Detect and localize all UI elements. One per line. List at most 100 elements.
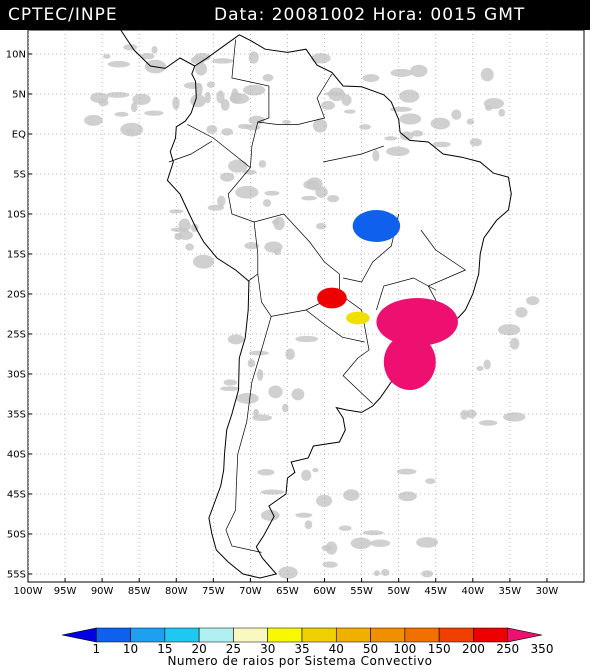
south-america-coastline: [166, 34, 512, 579]
cloud-patch: [483, 97, 505, 110]
cloud-patch: [369, 539, 391, 547]
cloud-patch: [386, 146, 410, 157]
cloud-patch: [311, 53, 331, 64]
lat-label: 20S: [7, 290, 26, 301]
cloud-patch: [421, 570, 434, 578]
lat-label: 30S: [7, 370, 26, 381]
lon-label: 80W: [165, 586, 188, 597]
cloud-patch: [247, 358, 256, 368]
cloud-patch: [400, 131, 414, 141]
cloud-patch: [103, 54, 111, 59]
latitude-labels: 10N 5N EQ 5S 10S 15S 20S 25S 30S 35S 40S 45S 50S 55S: [6, 50, 32, 581]
colorbar-swatch: [95, 627, 131, 643]
cloud-patch: [227, 334, 245, 345]
cloud-patch: [322, 561, 338, 568]
cloud-patch: [430, 117, 451, 130]
cloud-patch: [479, 420, 498, 426]
cloud-patch: [312, 118, 328, 133]
cloud-patch: [253, 408, 260, 418]
cloud-patch: [466, 118, 475, 125]
convective-system: [346, 311, 370, 325]
lat-label: 50S: [7, 530, 26, 541]
cloud-patch: [212, 58, 234, 64]
lat-label: 40S: [7, 450, 26, 461]
colorbar-swatch: [473, 627, 509, 643]
lat-label: 15S: [7, 250, 26, 261]
cloud-patch: [264, 190, 280, 196]
title-source: CPTEC/INPE: [8, 5, 118, 25]
colorbar-swatch: [370, 627, 406, 643]
cloud-patch: [248, 51, 259, 64]
border-line: [420, 229, 467, 315]
lat-label: 35S: [7, 410, 26, 421]
colorbar-swatch: [267, 627, 303, 643]
cloud-patch: [194, 52, 211, 62]
cloud-patch: [236, 392, 259, 404]
lon-label: 50W: [387, 586, 410, 597]
colorbar-label: 35: [294, 642, 309, 656]
cloud-patch: [220, 172, 235, 182]
cloud-patch: [228, 159, 248, 173]
colorbar-swatch: [335, 627, 371, 643]
cloud-patch: [220, 386, 240, 392]
colorbar-swatch: [404, 627, 440, 643]
lon-label: 40W: [461, 586, 484, 597]
colorbar-swatches: [61, 627, 543, 643]
lon-label: 85W: [128, 586, 151, 597]
cloud-patch: [359, 124, 371, 130]
cloud-patch: [362, 530, 384, 536]
lat-label: 5N: [12, 90, 26, 101]
cloud-patch: [114, 111, 129, 117]
cloud-patch: [515, 307, 528, 318]
colorbar-label: 40: [329, 642, 344, 656]
lon-label: 45W: [424, 586, 447, 597]
cloud-patch: [131, 102, 138, 113]
convective-system: [352, 210, 401, 242]
cloud-patch: [220, 99, 230, 111]
colorbar-swatch: [301, 627, 337, 643]
cloud-patch: [327, 194, 340, 203]
cloud-patch: [235, 185, 259, 199]
cloud-patch: [343, 109, 356, 114]
cloud-patch: [183, 82, 203, 89]
cloud-patch: [273, 216, 285, 231]
cloud-patch: [132, 93, 151, 106]
cloud-patch: [315, 222, 327, 230]
border-line: [376, 277, 436, 311]
lat-label: 5S: [13, 170, 26, 181]
cloud-patch: [372, 149, 380, 162]
map-frame: [27, 29, 585, 583]
cloud-patch: [384, 136, 398, 141]
cloud-patch: [242, 169, 257, 175]
cloud-patch: [257, 368, 264, 381]
cloud-patch: [140, 53, 155, 60]
cloud-patch: [312, 468, 319, 473]
cloud-patch: [465, 409, 477, 419]
cloud-patch: [278, 566, 298, 580]
colorbar-label: 350: [531, 642, 554, 656]
cloud-patch: [295, 512, 313, 518]
cloud-patch: [244, 242, 260, 250]
cloud-patch: [321, 545, 332, 551]
lon-label: 70W: [239, 586, 262, 597]
cloud-patch: [190, 94, 206, 108]
cloud-patch: [338, 525, 352, 531]
lon-label: 30W: [536, 586, 559, 597]
cloud-patch: [260, 489, 285, 495]
cloud-patch: [316, 494, 333, 507]
border-line: [247, 221, 259, 282]
lat-label: EQ: [12, 130, 26, 141]
cloud-patch: [285, 348, 295, 360]
border-line: [305, 309, 365, 343]
cloud-patch: [207, 204, 224, 211]
colorbar-label: 1: [92, 642, 100, 656]
colorbar-label: 100: [393, 642, 416, 656]
cloud-patch: [291, 388, 305, 401]
cloud-patch: [217, 195, 226, 207]
colorbar-label: 50: [363, 642, 378, 656]
border-line: [231, 39, 270, 123]
graticule: [28, 30, 584, 582]
lon-label: 65W: [276, 586, 299, 597]
cloud-patch: [398, 491, 417, 502]
cloud-patch: [223, 379, 238, 386]
